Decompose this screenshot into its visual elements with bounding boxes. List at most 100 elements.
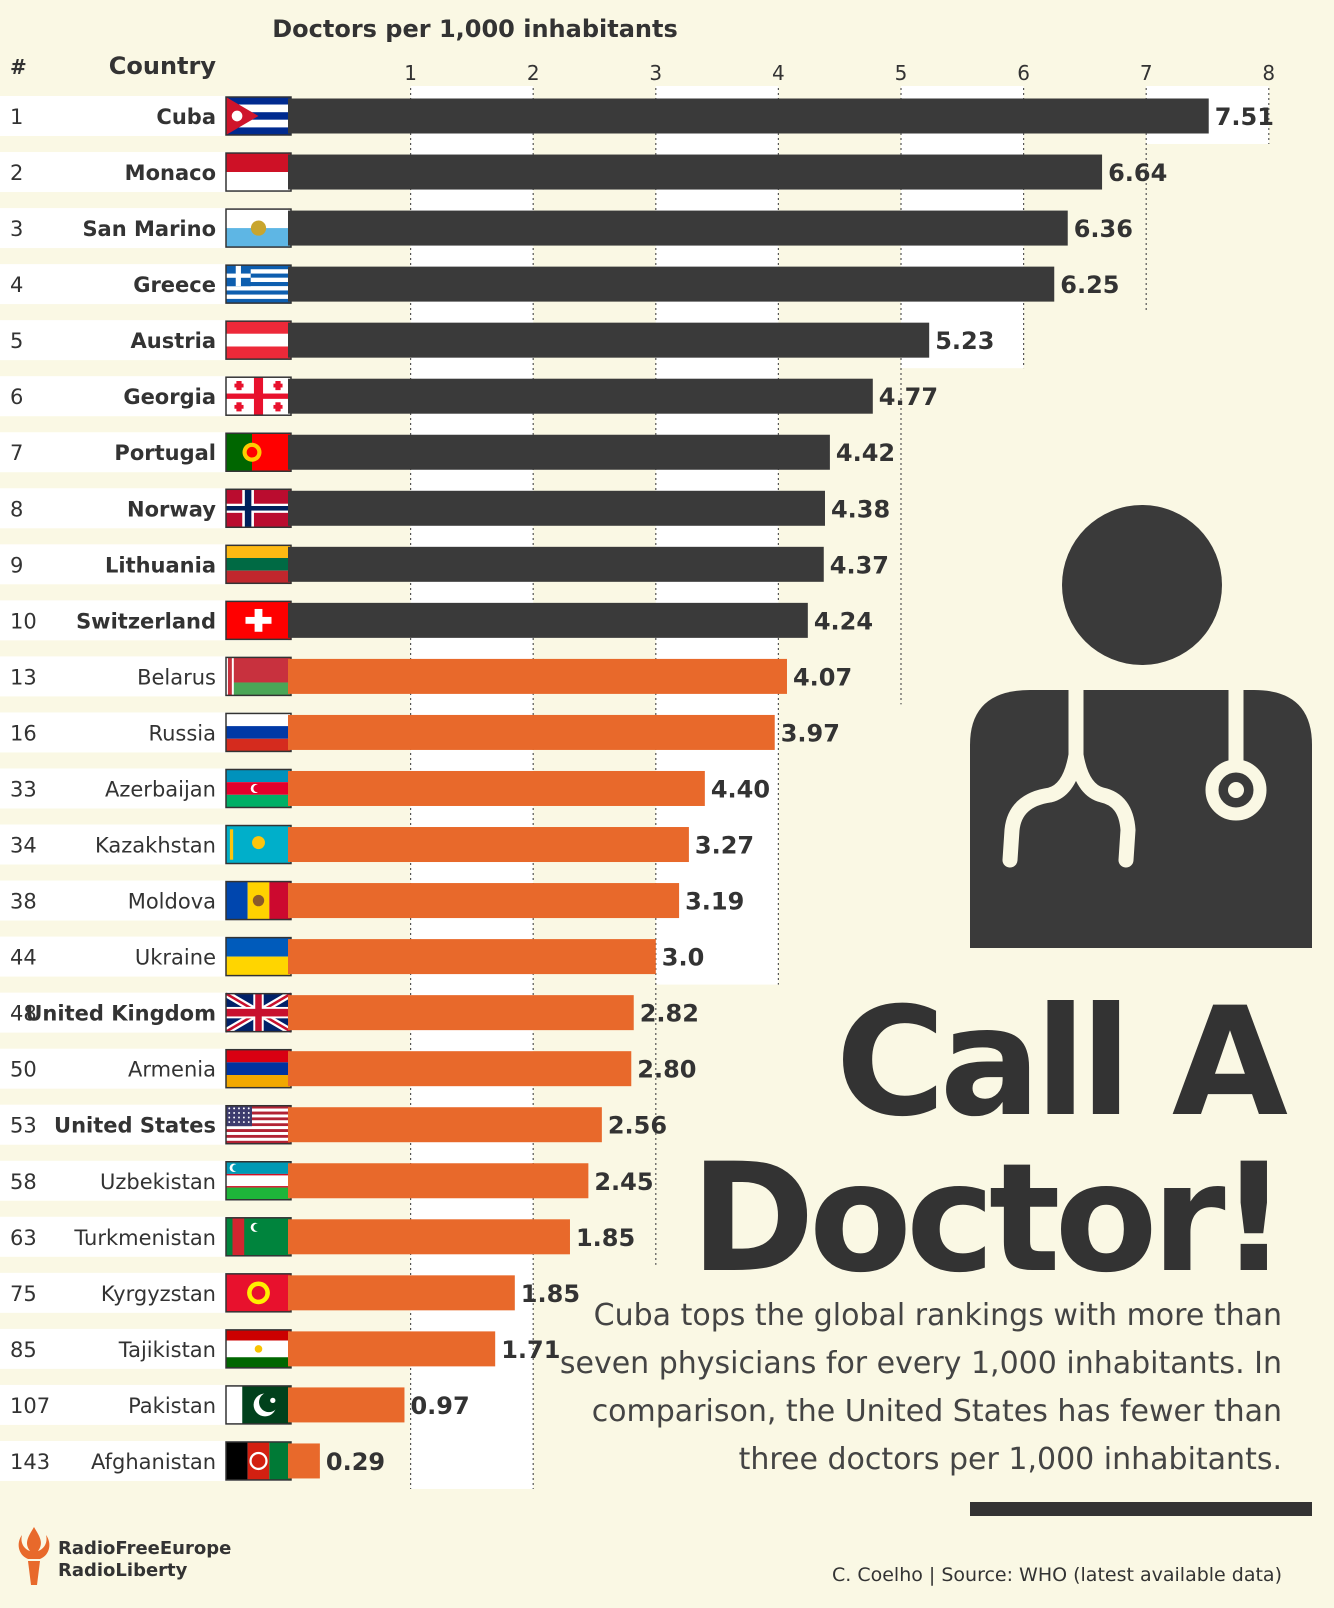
country-label: Moldova xyxy=(128,890,216,914)
country-label: Kazakhstan xyxy=(95,834,216,858)
bar xyxy=(288,546,824,582)
x-tick-label: 6 xyxy=(1017,61,1030,85)
chart-row-russia: 16 Russia 3.97 xyxy=(10,712,840,753)
rank-label: 143 xyxy=(10,1450,50,1474)
ukraine-flag-icon xyxy=(225,936,292,977)
value-label: 7.51 xyxy=(1215,103,1274,131)
x-tick-label: 2 xyxy=(527,61,540,85)
switzerland-flag-icon xyxy=(225,600,292,641)
monaco-flag-icon xyxy=(225,152,292,192)
bar xyxy=(288,883,680,919)
country-label: Armenia xyxy=(128,1058,216,1082)
logo-wordmark: RadioFreeEurope RadioLiberty xyxy=(58,1538,231,1582)
country-label: Russia xyxy=(148,721,216,745)
chart-row-austria: 5 Austria 5.23 xyxy=(10,320,994,360)
country-label: Ukraine xyxy=(135,946,216,970)
bar xyxy=(288,827,689,863)
x-tick-label: 1 xyxy=(404,61,417,85)
rank-label: 50 xyxy=(10,1058,37,1082)
rank-label: 4 xyxy=(10,273,23,297)
rank-label: 34 xyxy=(10,834,37,858)
rank-label: 48 xyxy=(10,1002,37,1026)
x-tick-label: 5 xyxy=(895,61,908,85)
rank-label: 53 xyxy=(10,1114,37,1138)
headline-line-2: Doctor! xyxy=(690,1132,1288,1306)
country-header: Country xyxy=(109,52,217,80)
russia-flag-icon xyxy=(225,712,292,753)
belarus-flag-icon xyxy=(225,656,292,697)
chart-rows: 1 Cuba 7.51 2 Monaco 6.64 3 San Marino 6.36 4 Gree… xyxy=(10,96,1274,1481)
bar xyxy=(288,1219,570,1255)
rank-label: 16 xyxy=(10,721,37,745)
rank-label: 85 xyxy=(10,1338,37,1362)
chart-row-pakistan: 107 Pakistan 0.97 xyxy=(10,1385,470,1425)
georgia-flag-icon xyxy=(225,376,292,416)
value-label: 2.56 xyxy=(608,1112,667,1140)
value-label: 3.19 xyxy=(685,888,744,916)
portugal-flag-icon xyxy=(225,432,292,472)
rank-label: 107 xyxy=(10,1394,50,1418)
country-label: Belarus xyxy=(137,665,216,689)
country-label: Monaco xyxy=(125,161,216,185)
rank-label: 10 xyxy=(10,609,37,633)
country-label: Switzerland xyxy=(76,609,216,633)
bar xyxy=(288,322,930,358)
lithuania-flag-icon xyxy=(225,544,292,585)
bar xyxy=(288,98,1209,134)
value-label: 4.42 xyxy=(836,439,895,467)
chart-row-armenia: 50 Armenia 2.80 xyxy=(10,1048,696,1089)
bar xyxy=(288,602,808,638)
rank-label: 38 xyxy=(10,890,37,914)
bar xyxy=(288,770,705,806)
bar xyxy=(288,658,787,694)
headline-line-1: Call A xyxy=(835,976,1288,1150)
greece-flag-icon xyxy=(225,264,292,304)
chart-row-cuba: 1 Cuba 7.51 xyxy=(10,96,1274,136)
chart-row-moldova: 38 Moldova 3.19 xyxy=(10,880,744,921)
x-tick-labels: 1 2 3 4 5 6 7 8 xyxy=(404,61,1275,85)
kazakhstan-flag-icon xyxy=(225,824,292,865)
uzbekistan-flag-icon xyxy=(225,1161,292,1201)
value-label: 4.24 xyxy=(814,607,873,635)
bar xyxy=(288,434,830,470)
logo-line-2: RadioLiberty xyxy=(58,1560,188,1581)
rank-label: 1 xyxy=(10,105,23,129)
bar xyxy=(288,266,1055,302)
country-label: Azerbaijan xyxy=(105,777,216,801)
cuba-flag-icon xyxy=(225,96,292,136)
x-tick-label: 8 xyxy=(1262,61,1275,85)
tajikistan-flag-icon xyxy=(225,1329,292,1369)
value-label: 6.64 xyxy=(1108,159,1167,187)
bar xyxy=(288,1387,405,1423)
chart-row-monaco: 2 Monaco 6.64 xyxy=(10,152,1167,192)
torch-flame-logo xyxy=(18,1527,50,1585)
country-label: Afghanistan xyxy=(91,1450,216,1474)
country-label: United Kingdom xyxy=(25,1002,216,1026)
country-label: Tajikistan xyxy=(118,1338,216,1362)
country-label: Turkmenistan xyxy=(73,1226,216,1250)
chart-row-lithuania: 9 Lithuania 4.37 xyxy=(10,544,889,585)
rank-label: 9 xyxy=(10,553,23,577)
country-label: Pakistan xyxy=(128,1394,216,1418)
country-label: Cuba xyxy=(156,105,216,129)
value-label: 4.07 xyxy=(793,663,852,691)
doctor-stethoscope-icon xyxy=(970,505,1312,948)
country-label: Georgia xyxy=(123,385,216,409)
country-label: Uzbekistan xyxy=(100,1170,216,1194)
bar xyxy=(288,939,656,975)
country-label: Kyrgyzstan xyxy=(101,1282,216,1306)
chart-row-ukraine: 44 Ukraine 3.0 xyxy=(10,936,704,977)
bar xyxy=(288,1331,496,1367)
austria-flag-icon xyxy=(225,320,292,360)
san-marino-flag-icon xyxy=(225,208,292,248)
chart-row-belarus: 13 Belarus 4.07 xyxy=(10,656,852,697)
country-label: San Marino xyxy=(82,217,216,241)
chart-row-georgia: 6 Georgia 4.77 xyxy=(10,376,938,416)
chart-row-united-states: 53 United States 2.56 xyxy=(10,1104,667,1145)
value-label: 4.77 xyxy=(879,383,938,411)
rank-label: 6 xyxy=(10,385,23,409)
value-label: 6.36 xyxy=(1074,215,1133,243)
chart-row-kyrgyzstan: 75 Kyrgyzstan 1.85 xyxy=(10,1273,580,1313)
bar xyxy=(288,1443,320,1479)
